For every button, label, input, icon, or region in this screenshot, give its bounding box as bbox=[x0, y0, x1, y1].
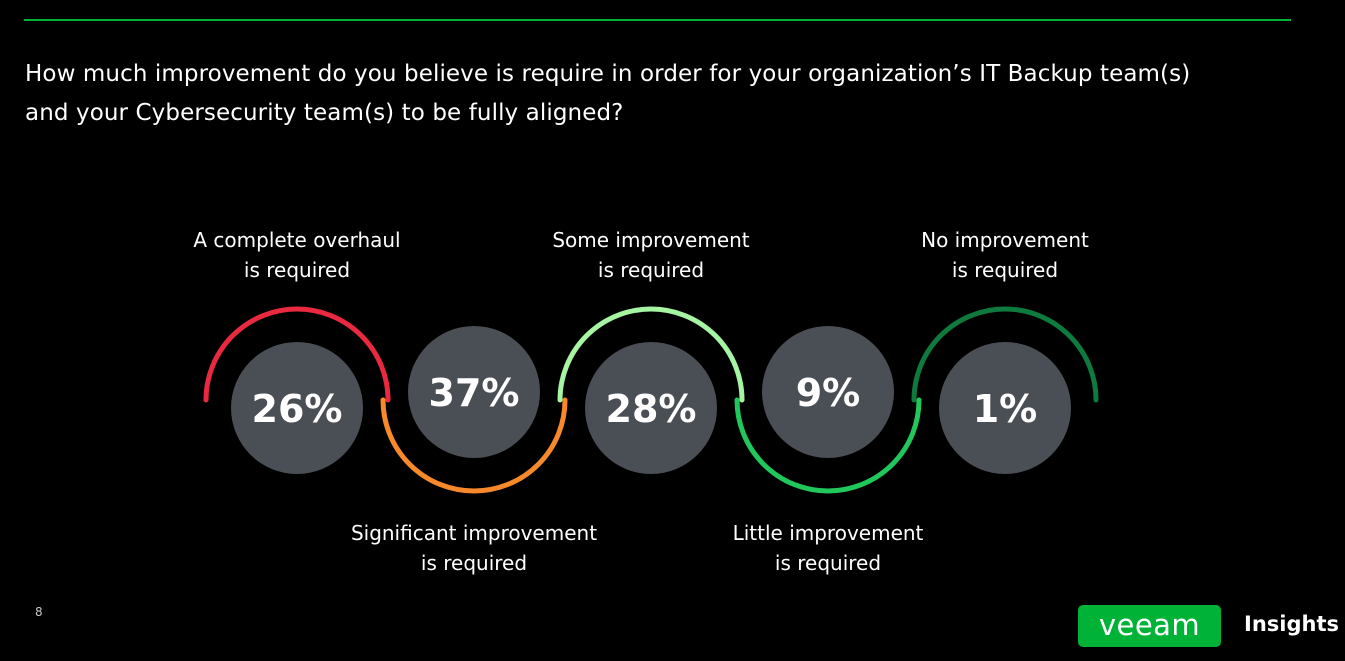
arc-4 bbox=[734, 397, 922, 494]
value-label-4: 9% bbox=[796, 371, 861, 415]
arc-3 bbox=[557, 306, 745, 403]
top-divider bbox=[24, 19, 1291, 21]
category-label-5: No improvement is required bbox=[921, 228, 1089, 282]
veeam-logo: veeam bbox=[1078, 605, 1221, 647]
value-label-1: 26% bbox=[252, 387, 343, 431]
veeam-logo-text: veeam bbox=[1098, 607, 1201, 642]
value-label-2: 37% bbox=[429, 371, 520, 415]
value-bubble-2 bbox=[408, 326, 540, 458]
page-number: 8 bbox=[35, 605, 43, 619]
category-label-4: Little improvement is required bbox=[733, 521, 924, 575]
value-label-3: 28% bbox=[606, 387, 697, 431]
arc-2 bbox=[380, 397, 568, 494]
category-label-3: Some improvement is required bbox=[552, 228, 749, 282]
value-bubble-1 bbox=[231, 342, 363, 474]
question-title: How much improvement do you believe is r… bbox=[25, 61, 1191, 126]
value-label-5: 1% bbox=[973, 387, 1038, 431]
category-label-2: Significant improvement is required bbox=[351, 521, 597, 575]
value-bubble-4 bbox=[762, 326, 894, 458]
value-bubble-3 bbox=[585, 342, 717, 474]
arc-5 bbox=[911, 306, 1099, 403]
arc-1 bbox=[203, 306, 391, 403]
value-bubble-5 bbox=[939, 342, 1071, 474]
insights-label: Insights bbox=[1244, 612, 1339, 636]
category-label-1: A complete overhaul is required bbox=[193, 228, 400, 282]
